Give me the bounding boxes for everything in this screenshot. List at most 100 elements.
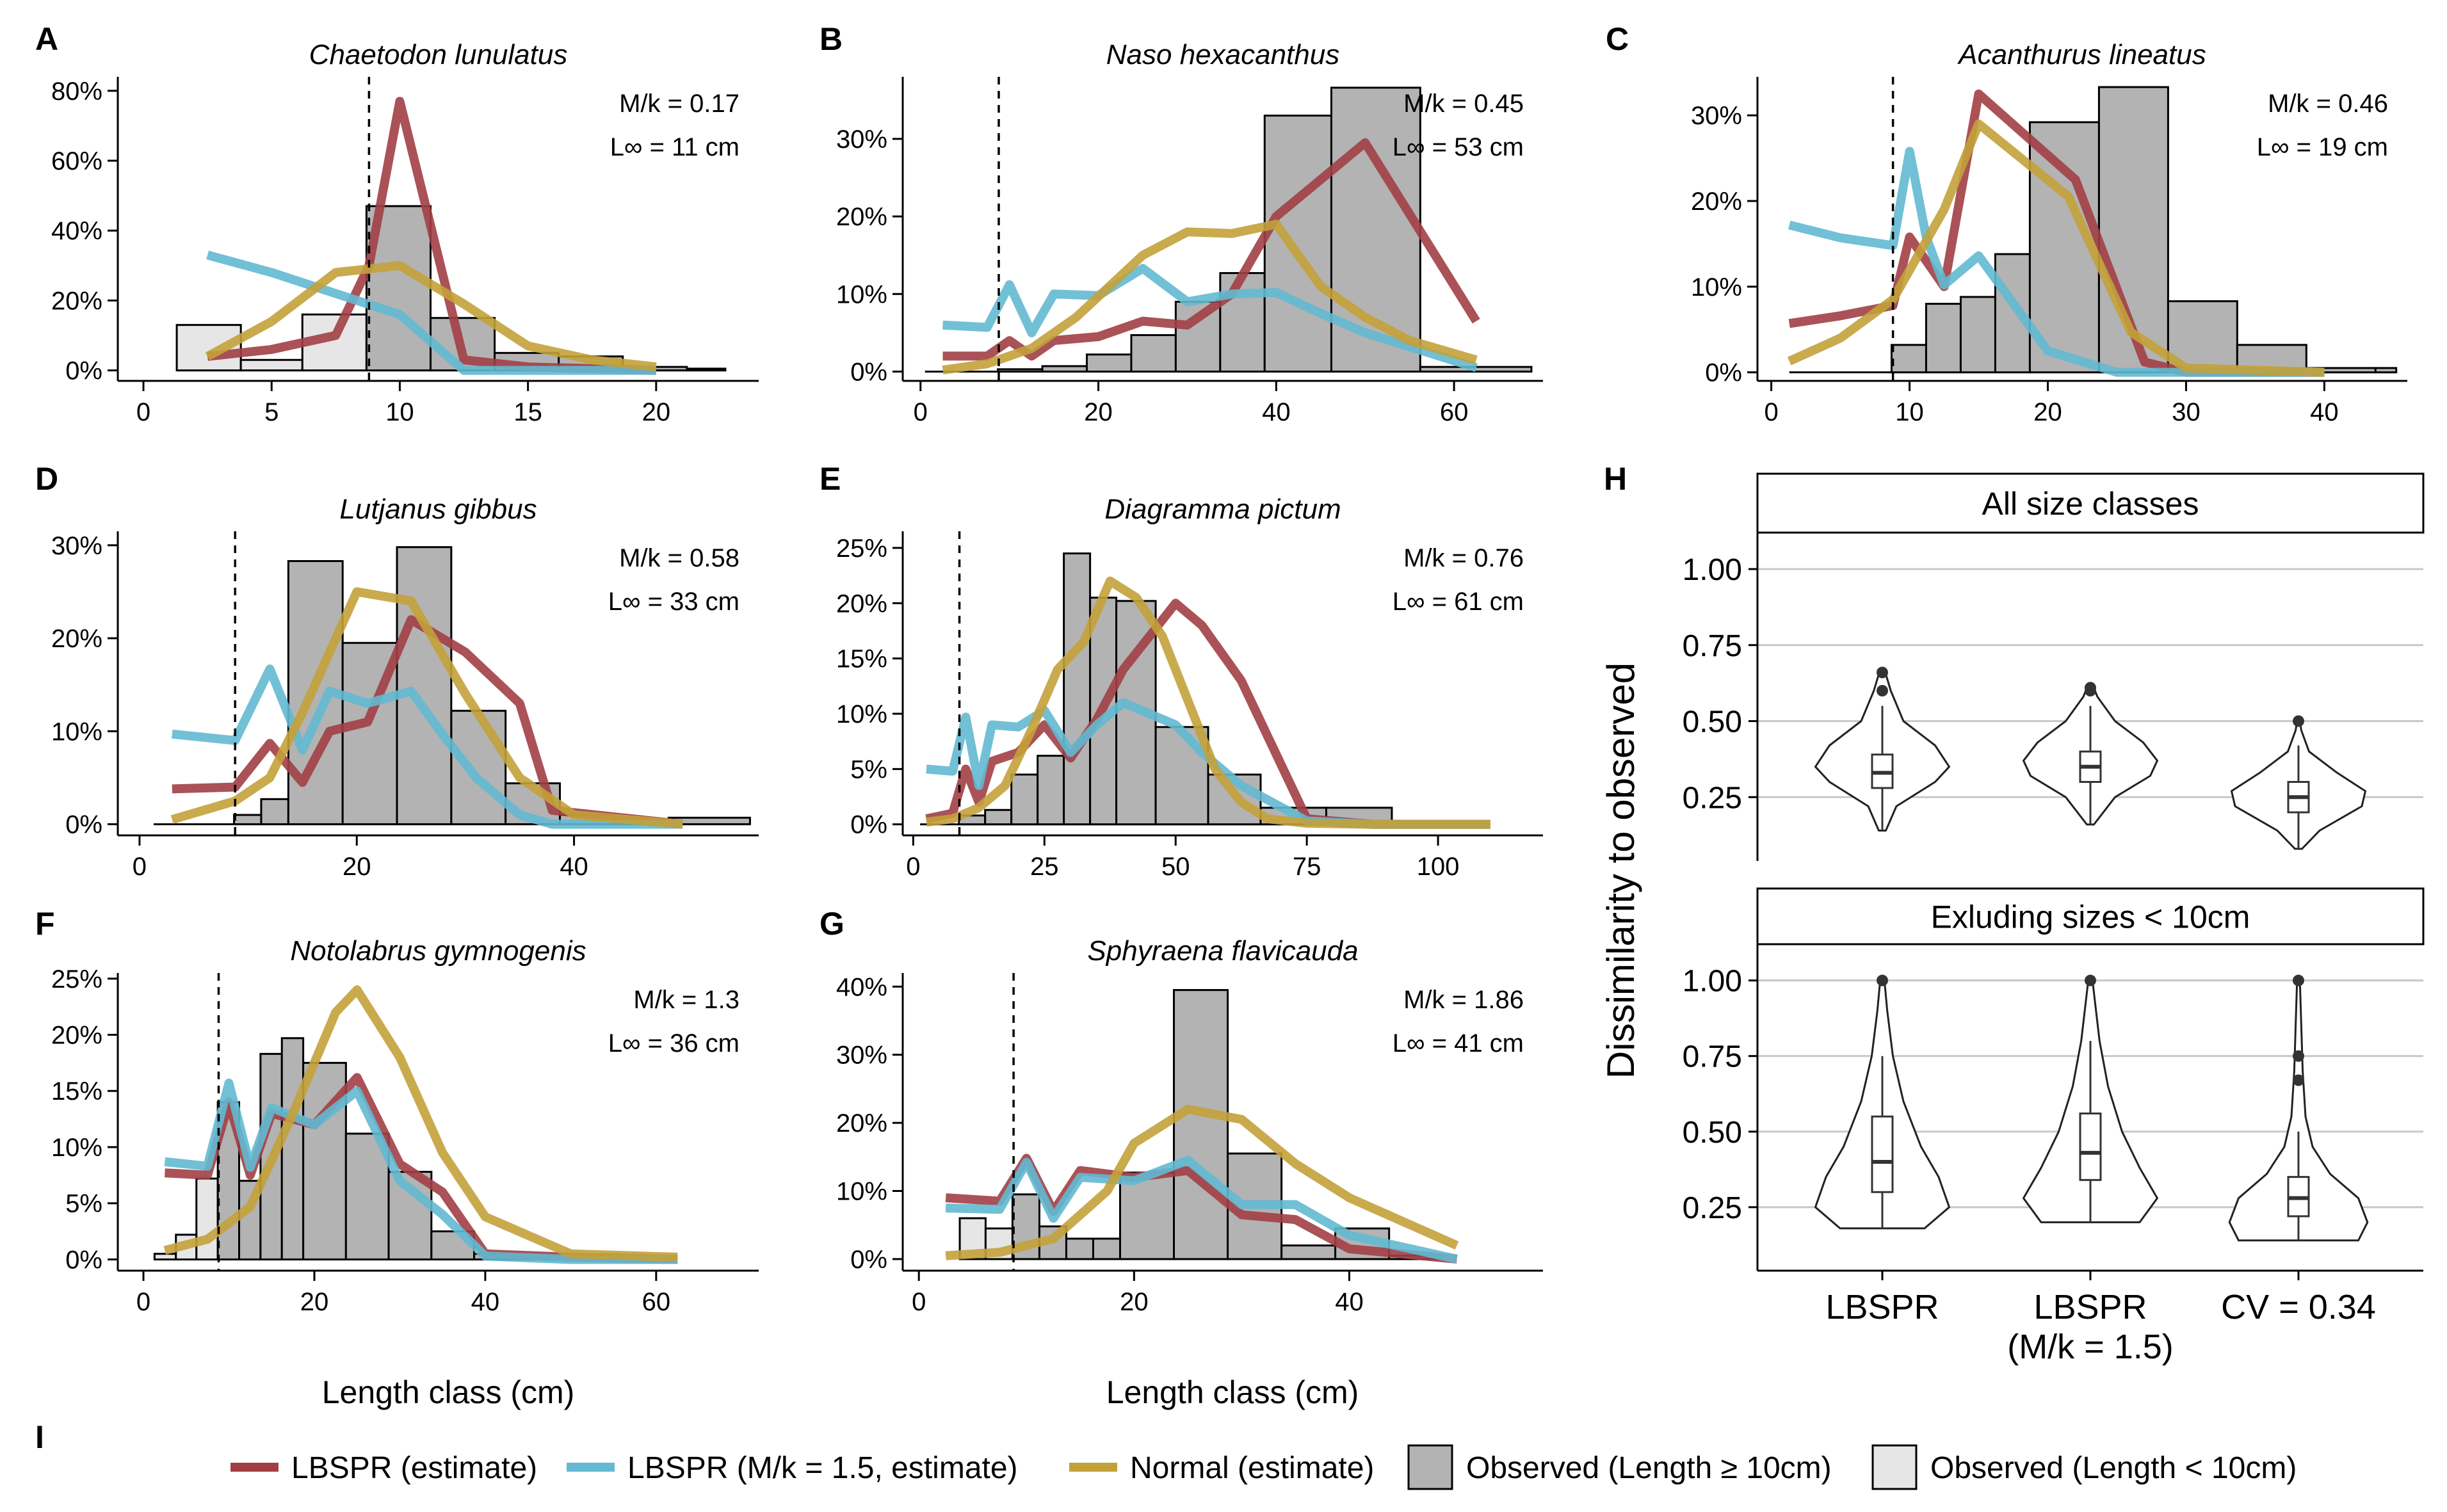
y-tick-label: 0.25 bbox=[1683, 781, 1742, 815]
violin-x-axis: LBSPR LBSPR(M/k = 1.5)CV = 0.34Dissimilar… bbox=[1599, 663, 2423, 1366]
x-tick-label: 20 bbox=[1084, 398, 1113, 426]
x-tick-label: 40 bbox=[1335, 1288, 1364, 1316]
x-tick-label: 20 bbox=[343, 853, 371, 881]
panel-title: Lutjanus gibbus bbox=[339, 494, 537, 525]
y-axis-title: Dissimilarity to observed bbox=[1599, 663, 1642, 1079]
x-tick-label: LBSPR bbox=[2033, 1288, 2147, 1326]
y-tick-label: 10% bbox=[836, 280, 887, 309]
y-tick-label: 20% bbox=[836, 1109, 887, 1138]
y-tick-label: 20% bbox=[51, 287, 102, 315]
x-tick-label: 60 bbox=[1440, 398, 1469, 426]
y-tick-label: 0.25 bbox=[1683, 1191, 1742, 1225]
x-axis-title-middle: Length class (cm) bbox=[1106, 1374, 1359, 1410]
y-tick-label: 20% bbox=[51, 625, 102, 653]
x-tick-label: 0 bbox=[133, 853, 147, 881]
x-tick-label: 0 bbox=[914, 398, 928, 426]
facet-strip-label: All size classes bbox=[1982, 486, 2199, 522]
y-tick-label: 1.00 bbox=[1683, 553, 1742, 587]
bar-observed-ge10 bbox=[1092, 1237, 1121, 1260]
series-line-lbspr_fixed bbox=[1788, 147, 2325, 377]
panel-title: Acanthurus lineatus bbox=[1957, 39, 2206, 70]
series-line-normal bbox=[926, 576, 1490, 829]
panel-letter-d: D bbox=[35, 461, 58, 497]
bar-observed-ge10 bbox=[1925, 303, 1962, 374]
y-tick-label: 40% bbox=[51, 217, 102, 245]
box-outlier bbox=[1877, 666, 1888, 679]
panel-letter-a: A bbox=[35, 21, 58, 57]
panel-d: 0 20 40 0% 10% 20% 30% Lutjanus gibbus M/k = 0.5… bbox=[51, 494, 759, 881]
box-outlier bbox=[1877, 974, 1888, 986]
panel-letter-e: E bbox=[820, 461, 841, 497]
panel-annotation: L∞ = 36 cm bbox=[608, 1029, 739, 1058]
panel-letter-g: G bbox=[820, 906, 844, 942]
x-tick-label: 20 bbox=[2033, 398, 2062, 426]
x-tick-label: 0 bbox=[136, 1288, 150, 1316]
series-line-normal bbox=[170, 587, 683, 829]
bar-observed-ge10 bbox=[984, 808, 1013, 826]
y-tick-label: 5% bbox=[65, 1190, 102, 1218]
panel-title: Sphyraena flavicauda bbox=[1087, 935, 1358, 967]
facet-strip bbox=[1756, 472, 2425, 534]
series-line-lbspr_fixed bbox=[946, 1155, 1458, 1264]
legend-label: Observed (Length ≥ 10cm) bbox=[1466, 1451, 1832, 1485]
violin-facet-2: Exluding sizes < 10cm 0.25 0.50 0.75 1.00 bbox=[1683, 887, 2425, 1271]
series-line-lbspr_fixed bbox=[942, 264, 1478, 373]
legend-label: Normal (estimate) bbox=[1130, 1451, 1374, 1485]
panel-annotation: M/k = 0.45 bbox=[1403, 90, 1524, 118]
legend-key-observed_lt10 bbox=[1871, 1444, 1918, 1490]
box-outlier bbox=[2293, 1050, 2304, 1062]
bar-observed-ge10 bbox=[1280, 1244, 1337, 1260]
x-tick-label: 0 bbox=[1764, 398, 1778, 426]
series-line-normal bbox=[942, 220, 1478, 374]
y-tick-label: 20% bbox=[836, 590, 887, 618]
panel-annotation: L∞ = 41 cm bbox=[1393, 1029, 1524, 1058]
bar-observed-ge10 bbox=[1959, 296, 1996, 374]
panel-annotation: L∞ = 53 cm bbox=[1393, 133, 1524, 161]
legend-label: LBSPR (estimate) bbox=[291, 1451, 537, 1485]
legend-label: Observed (Length < 10cm) bbox=[1930, 1451, 2297, 1485]
x-tick-label: 40 bbox=[471, 1288, 500, 1316]
x-tick-label: 0 bbox=[912, 1288, 926, 1316]
bar-observed-ge10 bbox=[396, 546, 453, 826]
box-iqr bbox=[2079, 1112, 2102, 1181]
panel-annotation: M/k = 0.58 bbox=[619, 544, 739, 572]
bar-observed-lt10 bbox=[239, 358, 303, 372]
x-tick-label: 10 bbox=[1895, 398, 1924, 426]
x-tick-label: 75 bbox=[1293, 853, 1321, 881]
y-tick-label: 80% bbox=[51, 77, 102, 106]
y-tick-label: 0.50 bbox=[1683, 1116, 1742, 1150]
panel-e: 0 25 50 75 100 0% 5% 10% 15% 20% 25% Diagramma pict… bbox=[836, 494, 1543, 881]
panel-letter-h: H bbox=[1604, 461, 1627, 497]
y-tick-label: 10% bbox=[1691, 273, 1742, 302]
bar-observed-ge10 bbox=[1890, 344, 1927, 374]
x-tick-label: 40 bbox=[560, 853, 588, 881]
x-tick-label: LBSPR bbox=[1825, 1288, 1939, 1326]
x-tick-label: (M/k = 1.5) bbox=[2007, 1328, 2174, 1366]
y-tick-label: 0% bbox=[65, 1246, 102, 1274]
panel-g: 0 20 40 0% 10% 20% 30% 40% Sphyraena flavicauda M… bbox=[836, 935, 1543, 1316]
panel-title: Diagramma pictum bbox=[1104, 494, 1341, 525]
bar-observed-ge10 bbox=[280, 1037, 305, 1260]
panel-f: 0 20 40 60 0% 5% 10% 15% 20% 25% Notolabrus gymnog… bbox=[51, 935, 759, 1316]
legend-label: LBSPR (M/k = 1.5, estimate) bbox=[627, 1451, 1018, 1485]
y-tick-label: 10% bbox=[51, 1134, 102, 1162]
bar-observed-ge10 bbox=[233, 814, 262, 826]
box-outlier bbox=[1877, 685, 1888, 696]
y-tick-label: 25% bbox=[51, 965, 102, 993]
series-line-lbspr_fixed bbox=[926, 698, 1490, 829]
bar-observed-ge10 bbox=[1063, 552, 1092, 826]
y-tick-label: 15% bbox=[836, 645, 887, 673]
series-line-lbspr_fixed bbox=[172, 664, 683, 829]
series-line-normal bbox=[945, 1104, 1459, 1260]
panel-b: 0 20 40 60 0% 10% 20% 30% Naso hexacanthus M/k = … bbox=[836, 39, 1543, 426]
y-tick-label: 30% bbox=[836, 125, 887, 154]
figure-labels: Length class (cm) Length class (cm) A B C D… bbox=[35, 21, 1629, 1455]
y-tick-label: 0% bbox=[1705, 359, 1742, 387]
panel-title: Notolabrus gymnogenis bbox=[290, 935, 586, 967]
panel-annotation: M/k = 0.76 bbox=[1403, 544, 1524, 572]
y-tick-label: 0% bbox=[850, 358, 887, 386]
histogram-panels: 0 5 10 15 20 0% 20% 40% 60% 80% Chaetodon lunulatu… bbox=[51, 39, 2407, 1316]
x-tick-label: 20 bbox=[642, 398, 671, 426]
box-outlier bbox=[2085, 974, 2096, 986]
